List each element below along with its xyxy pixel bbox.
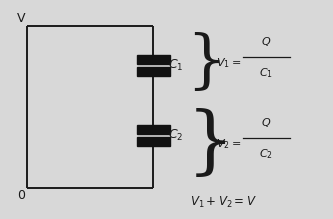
FancyBboxPatch shape [137,55,170,64]
Text: V: V [16,12,25,25]
Text: $C_2$: $C_2$ [259,147,273,161]
FancyBboxPatch shape [137,125,170,134]
Text: $V_1 + V_2 = V$: $V_1 + V_2 = V$ [190,195,257,210]
Text: $V_2 =$: $V_2 =$ [216,138,242,152]
Text: $Q$: $Q$ [261,116,271,129]
Text: $C_1$: $C_1$ [168,58,183,73]
Text: $Q$: $Q$ [261,35,271,48]
FancyBboxPatch shape [137,138,170,146]
Text: $C_1$: $C_1$ [259,66,273,79]
Text: 0: 0 [17,189,25,202]
Text: }: } [186,33,227,94]
Text: $V_1 =$: $V_1 =$ [216,57,242,71]
FancyBboxPatch shape [137,67,170,76]
Text: }: } [186,108,234,181]
Text: $C_2$: $C_2$ [168,128,183,143]
